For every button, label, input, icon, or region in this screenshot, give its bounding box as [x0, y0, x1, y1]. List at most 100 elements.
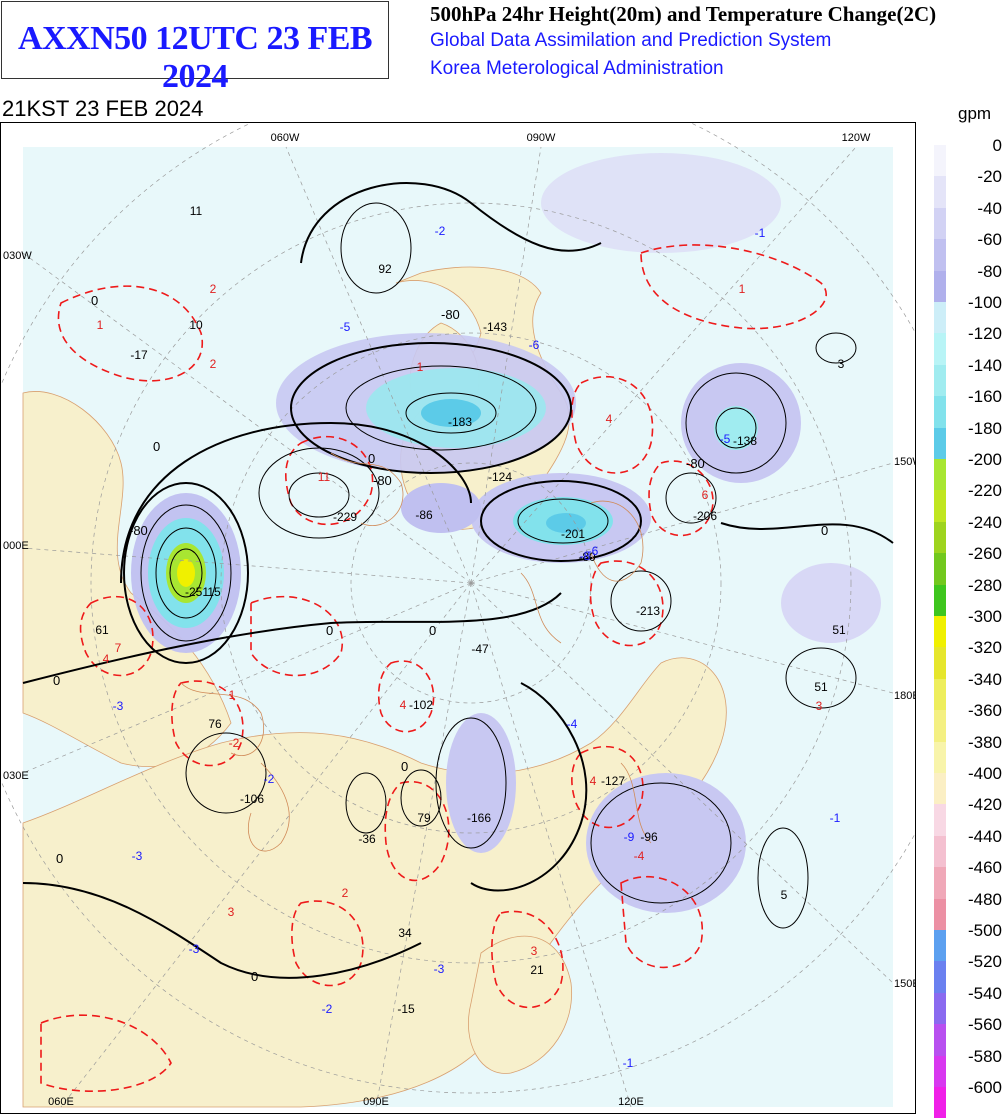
legend-level: -240	[967, 512, 1002, 532]
legend-level: -340	[967, 669, 1002, 689]
legend-swatch	[934, 992, 946, 1025]
temperature-value: -1	[623, 1056, 634, 1070]
contour-label: 0	[56, 851, 63, 866]
legend-level: -480	[967, 889, 1002, 909]
height-value: -47	[471, 642, 489, 656]
legend-swatch	[934, 239, 946, 271]
temperature-value: 4	[400, 698, 407, 712]
temperature-value: 3	[816, 699, 823, 713]
legend-swatch	[934, 1055, 946, 1087]
left-label: 000E	[3, 540, 29, 552]
temperature-value: 1	[97, 318, 104, 332]
legend-level: -160	[967, 387, 1002, 407]
legend-level: -280	[967, 575, 1002, 595]
right-label: 180E	[894, 690, 916, 702]
height-value: -138	[733, 434, 757, 448]
legend-level: -200	[967, 450, 1002, 469]
temperature-value: 1	[739, 282, 746, 296]
contour-label: 0	[91, 293, 98, 308]
height-value: -36	[358, 832, 376, 846]
contour-label: 0	[429, 623, 436, 638]
bottom-label: 090E	[363, 1096, 389, 1108]
legend-swatch	[934, 867, 946, 899]
legend-swatch	[934, 804, 946, 836]
legend-level: -540	[967, 983, 1002, 1003]
axis-labels: 060W 090W 120W 060E 090E 120E 030W 000E …	[3, 132, 916, 1108]
height-value: -201	[561, 527, 585, 541]
legend-swatch	[934, 270, 946, 302]
coastlines	[180, 452, 652, 852]
temperature-value: -9	[624, 830, 635, 844]
legend-swatch	[934, 1087, 946, 1118]
contour-label: 0	[153, 439, 160, 454]
legend-level: -180	[967, 418, 1002, 438]
left-label: 030W	[3, 250, 32, 262]
legend-level: -20	[977, 167, 1002, 187]
weather-map: 060W 090W 120W 060E 090E 120E 030W 000E …	[0, 122, 916, 1114]
contour-label: -80	[373, 473, 392, 488]
height-value: 3	[838, 357, 845, 371]
bottom-label: 120E	[618, 1096, 644, 1108]
contour-label: -80	[441, 307, 460, 322]
temperature-value: -3	[189, 942, 200, 956]
height-value: 5	[781, 888, 788, 902]
temperature-value: 4	[103, 652, 110, 666]
legend-level: -220	[967, 481, 1002, 501]
map-svg: 060W 090W 120W 060E 090E 120E 030W 000E …	[1, 123, 916, 1113]
temperature-value: -5	[720, 432, 731, 446]
height-value: -106	[240, 792, 264, 806]
temperature-value: -2	[322, 1002, 333, 1016]
height-value: 10	[189, 318, 203, 332]
legend-level: 0	[992, 136, 1002, 155]
legend-swatch	[934, 584, 946, 616]
legend-level: -420	[967, 795, 1002, 815]
contour-label: 0	[821, 523, 828, 538]
product-title: 500hPa 24hr Height(20m) and Temperature …	[430, 2, 937, 26]
height-value: 21	[530, 963, 544, 977]
height-value: 51	[832, 623, 846, 637]
legend-swatch	[934, 678, 946, 711]
temperature-value: -6	[529, 338, 540, 352]
temperature-value: -8	[580, 549, 591, 563]
height-value: -166	[467, 811, 491, 825]
legend-level: -300	[967, 607, 1002, 626]
legend-level: -600	[967, 1078, 1002, 1097]
top-label: 090W	[527, 132, 556, 144]
temperature-change-labels: 2 1 2 -2 -5 -6 -1 1 4 -8 -6 -5 1 6 11 4 …	[97, 224, 841, 1070]
legend-swatch	[934, 207, 946, 240]
valid-time: 21KST 23 FEB 2024	[2, 96, 204, 121]
height-value: 76	[208, 717, 222, 731]
legend-swatch	[934, 961, 946, 993]
temperature-value: -3	[132, 849, 143, 863]
legend-level: -100	[967, 293, 1002, 312]
height-contours	[22, 182, 894, 979]
temperature-value: -5	[340, 320, 351, 334]
temperature-value: 11	[318, 470, 331, 484]
contour-label: -80	[686, 456, 705, 471]
right-label: 150W	[894, 456, 916, 468]
contour-label: -80	[129, 523, 148, 538]
legend-level: -120	[967, 324, 1002, 344]
temperature-value: 6	[702, 488, 709, 502]
bottom-label: 060E	[48, 1096, 74, 1108]
legend-swatch	[934, 930, 946, 962]
temperature-value: 4	[606, 412, 613, 426]
temperature-value: -3	[113, 699, 124, 713]
legend-level: -580	[967, 1046, 1002, 1066]
height-value: 79	[417, 811, 431, 825]
legend-level: -500	[967, 921, 1002, 940]
contour-label: 0	[53, 673, 60, 688]
left-label: 030E	[3, 770, 29, 782]
temperature-value: -1	[755, 226, 766, 240]
agency-name: Korea Meterological Administration	[430, 58, 724, 79]
legend-level: -380	[967, 732, 1002, 752]
contour-label: 0	[326, 623, 333, 638]
height-value: -143	[483, 320, 507, 334]
legend-level: -140	[967, 355, 1002, 375]
height-value: -80	[578, 550, 596, 564]
height-value: 15	[207, 585, 221, 599]
legend-swatch	[934, 459, 946, 491]
height-value: -102	[409, 698, 433, 712]
height-value: 34	[398, 926, 412, 940]
temperature-value: -2	[435, 224, 446, 238]
